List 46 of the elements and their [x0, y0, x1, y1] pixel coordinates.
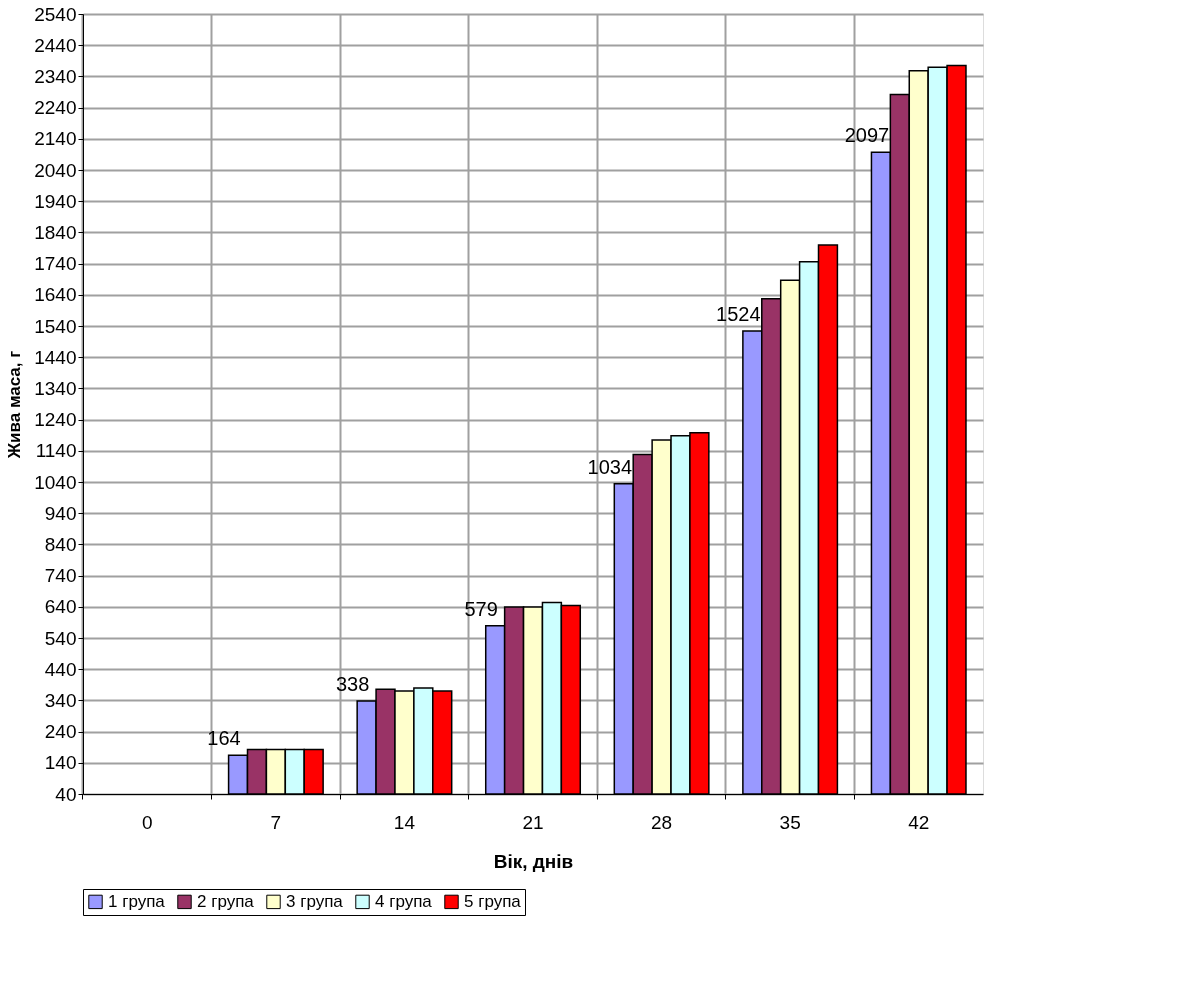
data-label: 2097	[844, 124, 890, 147]
y-tick-label: 2340	[34, 65, 77, 87]
x-tick-label: 21	[522, 811, 544, 833]
x-tick-label: 28	[651, 811, 673, 833]
legend-label: 5 група	[464, 891, 522, 911]
data-label: 338	[335, 673, 370, 696]
data-label: 1034	[587, 455, 633, 478]
y-tick-label: 740	[44, 565, 77, 587]
data-label: 1524	[716, 302, 761, 325]
y-tick-label: 1440	[34, 346, 77, 368]
y-tick-label: 340	[44, 689, 77, 711]
y-tick-label: 540	[44, 627, 77, 649]
x-tick-label: 0	[142, 811, 153, 833]
legend-label: 3 група	[286, 891, 344, 911]
y-tick-label: 840	[44, 533, 77, 555]
y-tick-label: 1940	[34, 190, 77, 212]
data-label: 579	[464, 597, 498, 620]
y-tick-label: 1540	[34, 315, 77, 337]
y-tick-label: 40	[55, 783, 77, 805]
x-tick-label: 42	[908, 811, 930, 833]
y-tick-label: 1040	[34, 471, 77, 493]
x-tick-label: 35	[779, 811, 801, 833]
y-tick-label: 1740	[34, 253, 77, 275]
y-axis-title: Жива маса, г	[5, 350, 25, 460]
y-tick-label: 1140	[35, 440, 77, 462]
data-label: 164	[207, 727, 241, 750]
y-tick-label: 940	[44, 502, 77, 524]
legend-label: 4 група	[375, 891, 433, 911]
y-tick-label: 2440	[34, 34, 77, 56]
y-tick-label: 1640	[34, 284, 77, 306]
y-tick-label: 1840	[34, 221, 77, 243]
legend-label: 2 група	[197, 891, 255, 911]
y-tick-label: 240	[44, 721, 77, 743]
y-tick-label: 1340	[34, 377, 77, 399]
y-tick-label: 2240	[34, 97, 77, 119]
y-tick-label: 1240	[34, 409, 77, 431]
x-tick-label: 14	[393, 811, 416, 833]
y-tick-label: 2140	[34, 128, 77, 150]
x-tick-label: 7	[270, 811, 282, 833]
y-tick-label: 140	[44, 752, 77, 774]
legend-label: 1 група	[108, 891, 166, 911]
y-tick-label: 640	[44, 596, 77, 618]
y-tick-label: 2540	[34, 3, 77, 25]
y-tick-label: 440	[44, 658, 77, 680]
x-axis-title: Вік, днів	[493, 850, 574, 872]
y-tick-label: 2040	[34, 159, 77, 181]
